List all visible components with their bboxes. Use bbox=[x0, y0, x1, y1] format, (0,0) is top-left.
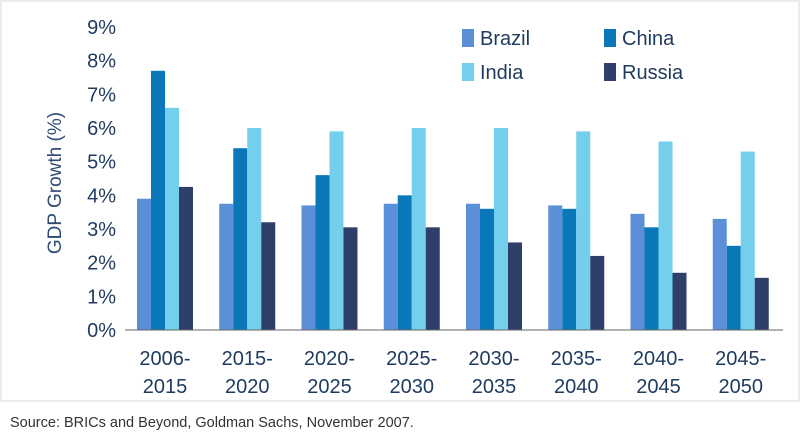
x-tick-label: 2015-2020 bbox=[222, 348, 273, 398]
legend-swatch-india bbox=[462, 63, 474, 81]
x-axis-tick-labels: 2006-2015 2015-2020 2020-2025 2025-2030 2030… bbox=[139, 348, 766, 398]
x-tick-label: 2006-2015 bbox=[139, 348, 190, 398]
legend: Brazil China India Russia bbox=[462, 28, 684, 84]
x-tick-label: 2025-2030 bbox=[386, 348, 437, 398]
bars-group bbox=[137, 70, 769, 331]
bar-brazil bbox=[466, 203, 480, 330]
y-tick-label: 3% bbox=[87, 219, 116, 241]
bar-russia bbox=[425, 227, 440, 330]
bar-brazil bbox=[137, 198, 151, 330]
x-tick-label: 2040-2045 bbox=[633, 348, 684, 398]
bar-india bbox=[494, 128, 508, 330]
bar-india bbox=[247, 128, 262, 330]
y-tick-label: 4% bbox=[87, 185, 116, 207]
bar-brazil bbox=[219, 203, 234, 330]
bar-russia bbox=[754, 277, 769, 330]
bar-brazil bbox=[301, 205, 316, 330]
bar-russia bbox=[343, 227, 358, 330]
bar-china bbox=[480, 208, 494, 330]
legend-swatch-china bbox=[604, 29, 616, 47]
bar-china bbox=[562, 208, 577, 330]
y-tick-label: 6% bbox=[87, 118, 116, 140]
bar-russia bbox=[590, 255, 605, 330]
bar-china bbox=[726, 245, 741, 330]
y-tick-label: 7% bbox=[87, 84, 116, 106]
y-axis-label: GDP Growth (%) bbox=[45, 112, 66, 254]
legend-label-russia: Russia bbox=[622, 62, 684, 84]
bar-china bbox=[644, 227, 659, 330]
x-tick-label: 2020-2025 bbox=[304, 348, 355, 398]
bar-india bbox=[329, 131, 344, 330]
bar-china bbox=[397, 195, 412, 330]
source-note: Source: BRICs and Beyond, Goldman Sachs,… bbox=[10, 415, 414, 431]
x-tick-label: 2045-2050 bbox=[715, 348, 766, 398]
x-tick-label: 2035-2040 bbox=[551, 348, 602, 398]
bar-russia bbox=[508, 242, 522, 330]
y-tick-label: 8% bbox=[87, 51, 116, 73]
legend-label-china: China bbox=[622, 28, 675, 50]
y-tick-label: 5% bbox=[87, 152, 116, 174]
y-tick-label: 1% bbox=[87, 286, 116, 308]
y-tick-label: 0% bbox=[87, 320, 116, 342]
bar-india bbox=[658, 141, 673, 330]
bar-brazil bbox=[630, 213, 645, 330]
bar-brazil bbox=[383, 203, 398, 330]
bar-india bbox=[740, 151, 755, 330]
bar-india bbox=[576, 131, 591, 330]
x-tick-label: 2030-2035 bbox=[468, 348, 519, 398]
bar-india bbox=[165, 107, 179, 330]
bar-brazil bbox=[548, 205, 563, 330]
bar-india bbox=[411, 128, 426, 330]
legend-swatch-russia bbox=[604, 63, 616, 81]
legend-label-india: India bbox=[480, 62, 524, 84]
y-tick-label: 9% bbox=[87, 17, 116, 39]
bar-china bbox=[151, 70, 165, 331]
y-axis-tick-labels: 0% 1% 2% 3% 4% 5% 6% 7% 8% 9% bbox=[87, 17, 116, 342]
bar-russia bbox=[179, 186, 193, 330]
y-tick-label: 2% bbox=[87, 253, 116, 275]
bar-russia bbox=[261, 222, 276, 330]
bar-russia bbox=[672, 272, 687, 330]
legend-swatch-brazil bbox=[462, 29, 474, 47]
bar-brazil bbox=[712, 218, 727, 330]
bar-china bbox=[315, 175, 330, 330]
legend-label-brazil: Brazil bbox=[480, 28, 530, 50]
bar-china bbox=[233, 148, 248, 330]
